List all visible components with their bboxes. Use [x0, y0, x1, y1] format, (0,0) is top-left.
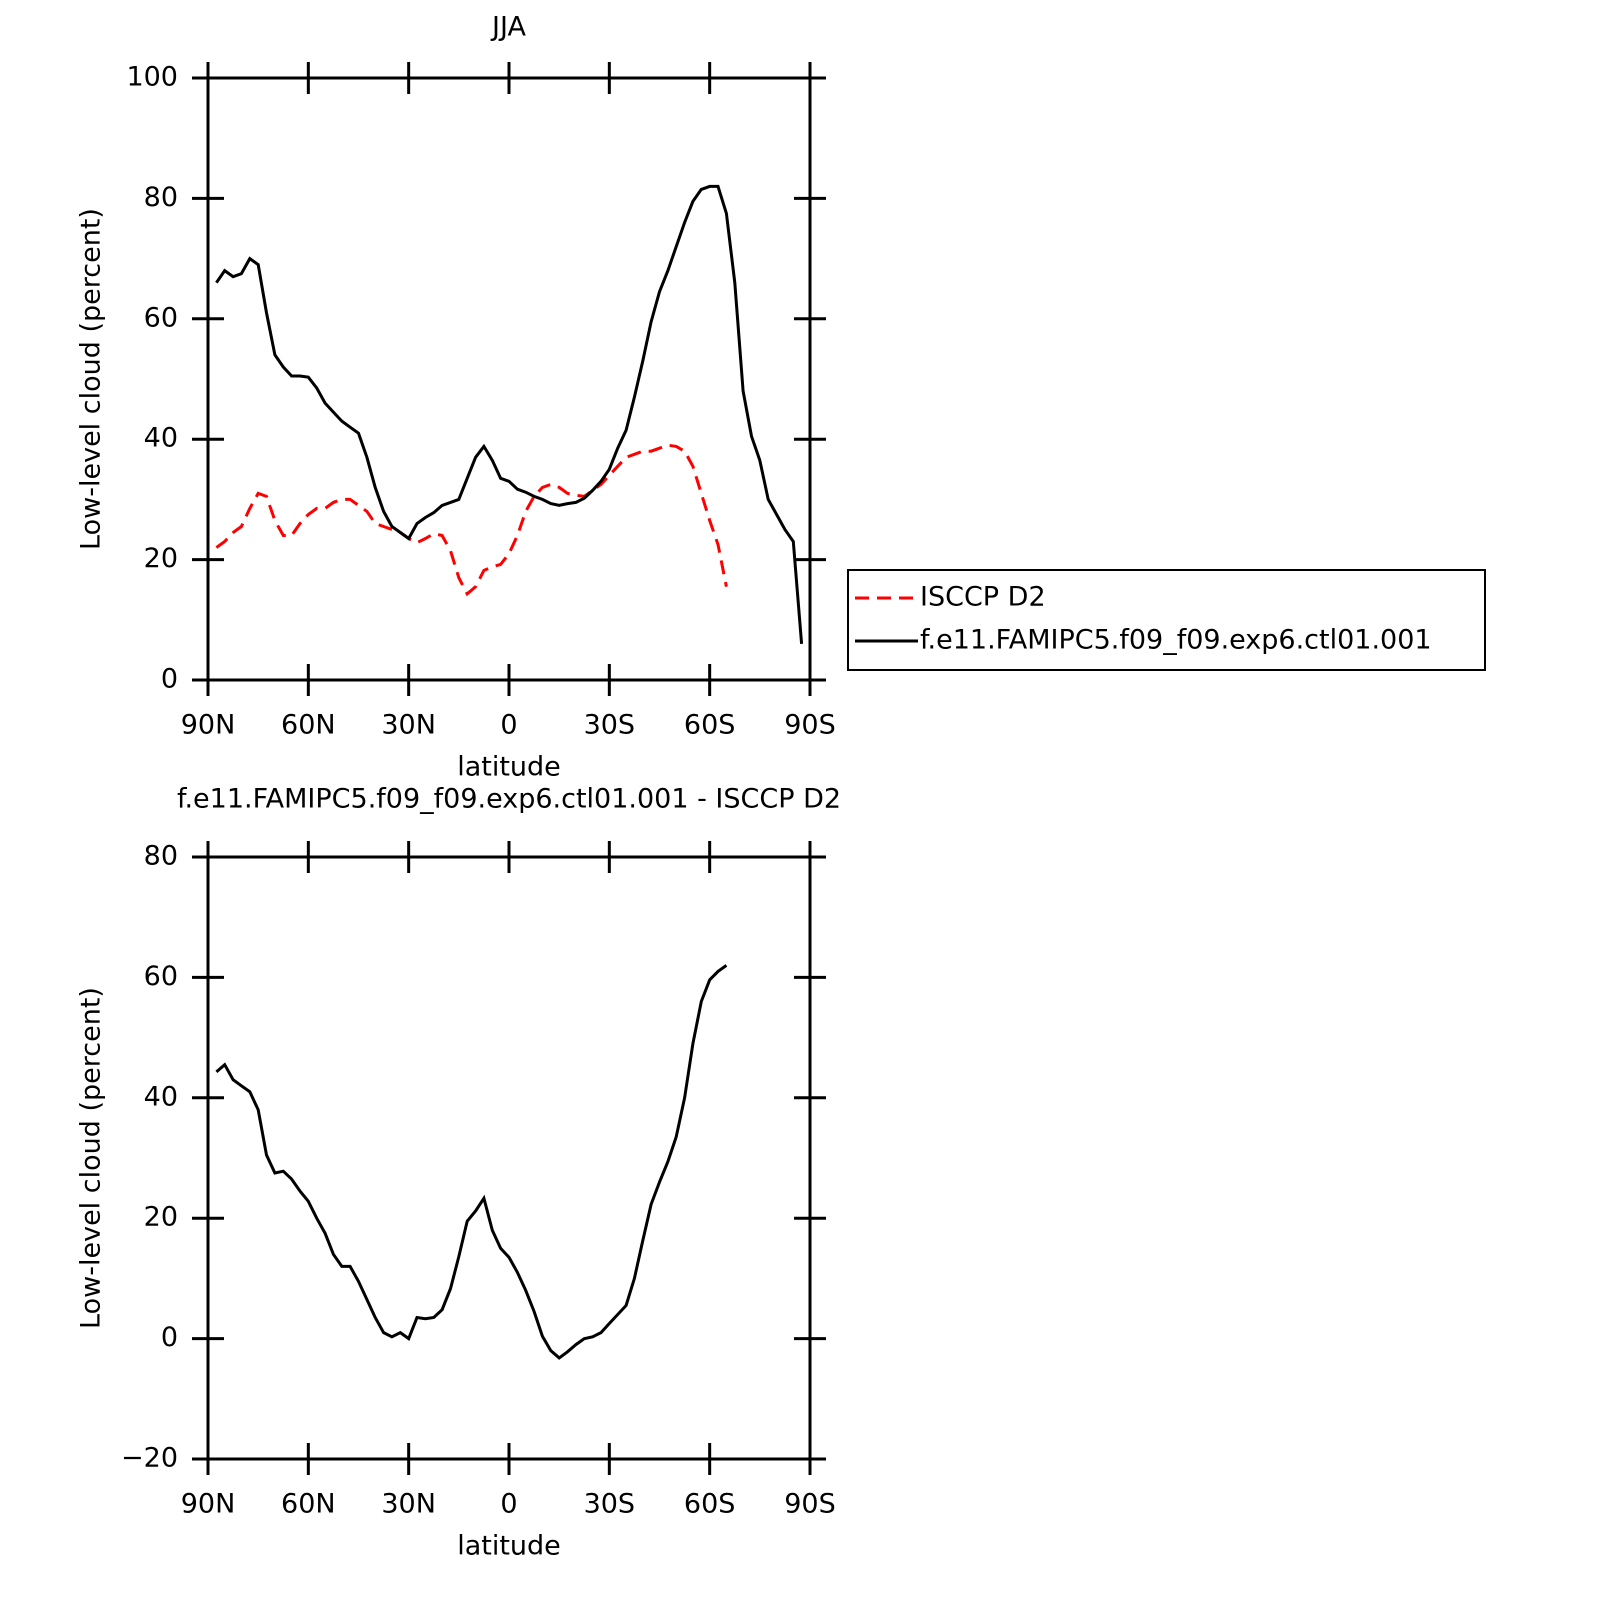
y-tick-label: 40 [144, 1081, 178, 1112]
x-tick-label: 0 [500, 710, 517, 741]
chart-title: JJA [490, 12, 526, 43]
y-tick-label: 20 [144, 1202, 178, 1233]
x-tick-label: 60N [281, 710, 336, 741]
y-axis-label: Low-level cloud (percent) [76, 208, 107, 550]
y-tick-label: 80 [144, 182, 178, 213]
plot-frame [206, 855, 812, 1461]
x-tick-label: 90S [784, 710, 836, 741]
y-axis-label: Low-level cloud (percent) [76, 987, 107, 1329]
plot-frame [206, 76, 812, 682]
series-line [215, 443, 728, 597]
x-tick-label: 90N [181, 710, 236, 741]
x-axis-label: latitude [457, 1531, 561, 1562]
x-tick-label: 30N [381, 710, 436, 741]
y-tick-label: 20 [144, 543, 178, 574]
legend-label: f.e11.FAMIPC5.f09_f09.exp6.ctl01.001 [920, 625, 1432, 656]
y-tick-label: −20 [121, 1443, 178, 1474]
y-tick-label: 60 [144, 302, 178, 333]
y-tick-label: 60 [144, 961, 178, 992]
x-tick-label: 30N [381, 1489, 436, 1520]
x-tick-label: 60N [281, 1489, 336, 1520]
series-line [215, 184, 804, 645]
y-tick-label: 0 [161, 1322, 178, 1353]
x-tick-label: 0 [500, 1489, 517, 1520]
legend-label: ISCCP D2 [920, 582, 1046, 613]
legend-box [847, 569, 1486, 671]
x-tick-label: 30S [584, 710, 636, 741]
x-tick-label: 60S [684, 1489, 736, 1520]
x-tick-label: 60S [684, 710, 736, 741]
x-tick-label: 30S [584, 1489, 636, 1520]
x-tick-label: 90S [784, 1489, 836, 1520]
y-tick-label: 0 [161, 664, 178, 695]
x-tick-label: 90N [181, 1489, 236, 1520]
x-axis-label: latitude [457, 752, 561, 783]
series-line [215, 964, 728, 1360]
chart-title: f.e11.FAMIPC5.f09_f09.exp6.ctl01.001 - I… [177, 784, 841, 815]
y-tick-label: 100 [126, 62, 178, 93]
y-tick-label: 40 [144, 423, 178, 454]
y-tick-label: 80 [144, 841, 178, 872]
